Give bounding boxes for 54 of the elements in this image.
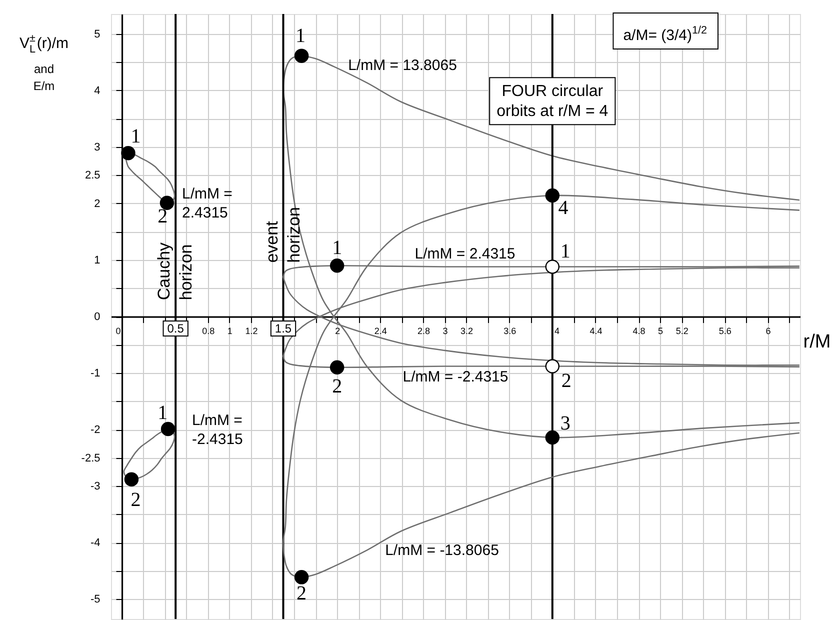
annotation: 1 [158,402,168,424]
annotation: 1 [560,240,570,262]
ref-line-label: 0.5 [167,322,184,336]
y-tick-label: 4 [94,84,100,97]
x-tick-label: 5 [658,326,664,336]
y-tick-label: -5 [90,594,100,606]
x-tick-label: 4.8 [632,326,646,336]
annotation: 2 [332,376,342,398]
y-tick-label: 2 [94,198,100,210]
annotation: 4 [558,196,568,219]
y-tick-label: 0 [94,311,100,323]
y-tick-label: -1 [90,368,100,380]
annotation: 2 [130,489,141,512]
x-tick-label: 2.8 [417,326,430,336]
x-tick-label: 5.6 [718,326,732,336]
annotation: FOUR circular orbits at r/M = 4 [496,83,608,120]
annotation: 1 [130,126,141,148]
x-tick-label: 4 [554,326,560,336]
annotation: L/mM = 13.8065 [348,57,457,74]
x-tick-label: 3.6 [504,326,516,336]
annotation: 2 [158,205,168,228]
annotation: Cauchy horizon [154,242,196,300]
y-tick-label: 3 [94,141,100,154]
x-tick-label: 1 [227,326,232,336]
annotation: event horizon [262,207,304,263]
annotation: 1 [296,25,306,48]
x-axis-title: r/M [803,332,831,352]
annotation: 3 [560,412,570,434]
annotation: L/mM = -2.4315 [192,412,243,448]
x-tick-label: 2.4 [374,326,387,336]
x-tick-label: 3.2 [460,326,474,336]
annotation: 1 [332,237,342,260]
y-tick-label: -4 [90,537,100,550]
x-tick-label: 1.2 [245,326,258,336]
x-tick-label: 4.4 [590,326,602,336]
y-tick-label: -3 [90,480,100,493]
annotation: L/mM = 2.4315 [414,245,516,262]
y-tick-label: -2 [90,424,100,436]
x-tick-label: 0 [116,326,121,336]
y-tick-label: 2.5 [84,170,100,182]
annotation: 2 [296,582,307,605]
y-tick-label: 5 [94,28,100,40]
y-tick-label: -2.5 [81,452,100,464]
x-tick-label: 3 [442,326,448,336]
ref-line-label: 1.5 [274,322,292,336]
annotation: 2 [561,370,572,392]
annotation: L/mM = -13.8065 [385,542,499,559]
x-tick-label: 6 [766,326,771,336]
y-tick-label: 1 [94,254,100,266]
annotation: L/mM = -2.4315 [402,368,508,386]
x-tick-label: 5.2 [676,326,688,336]
x-tick-label: 0.8 [202,326,215,336]
annotation: L/mM = 2.4315 [182,186,233,222]
x-tick-label: 2 [335,326,340,336]
